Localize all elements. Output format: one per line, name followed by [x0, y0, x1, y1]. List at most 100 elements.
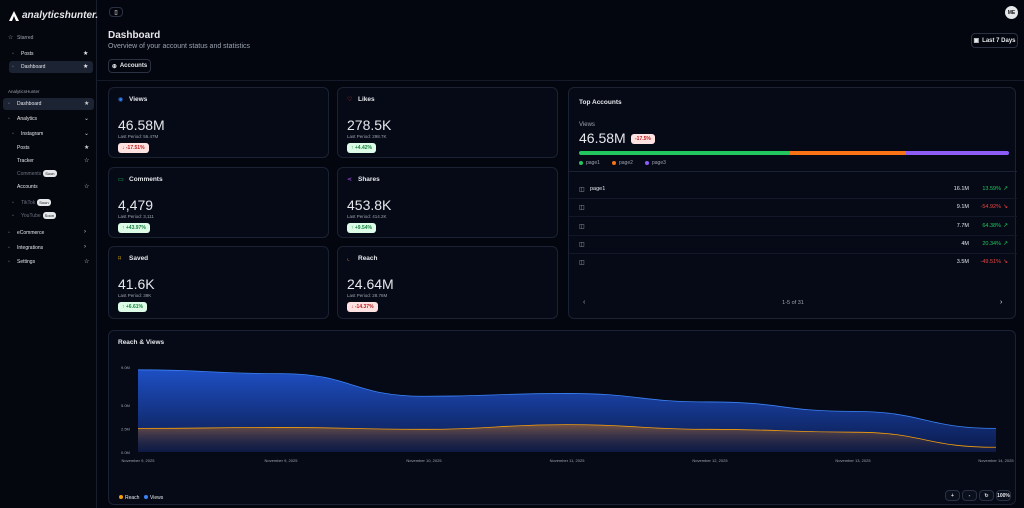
card-last: Last Period: 39K — [118, 293, 152, 298]
row-arrow: ↗ — [1003, 222, 1009, 229]
card-icon: ♡ — [347, 97, 353, 103]
change-text: +43.97% — [125, 225, 146, 231]
row-value: 3.5M — [956, 259, 969, 266]
row-icon: ◫ — [579, 205, 585, 212]
nav-item[interactable]: Integrations — [17, 245, 43, 251]
row-divider — [569, 198, 1017, 199]
row-arrow: ↗ — [1003, 240, 1009, 247]
row-value: 16.1M — [953, 186, 969, 192]
nav-item[interactable]: TikTok Soon — [21, 199, 51, 207]
legend-dot — [579, 161, 583, 165]
nav-item[interactable]: Instagram — [21, 131, 43, 137]
card-last: Last Period: 414.2K — [347, 214, 387, 219]
nav-item[interactable]: Tracker — [17, 158, 34, 164]
accounts-button[interactable]: ⊕ Accounts — [108, 59, 151, 73]
starred-item[interactable]: Dashboard — [21, 64, 46, 70]
zoom-reset[interactable]: ↻ — [979, 490, 994, 501]
accounts-label: Accounts — [119, 63, 148, 69]
zoom-out[interactable]: - — [962, 490, 977, 501]
range-label: Last 7 Days — [982, 37, 1016, 44]
row-change: 13.59% — [982, 186, 1001, 192]
nav-indicator: ☆ — [84, 259, 90, 265]
zoom-level[interactable]: 100% — [996, 490, 1011, 501]
nav-icon: ▫ — [8, 245, 10, 251]
nav-item[interactable]: Analytics — [17, 116, 37, 122]
line — [137, 369, 997, 429]
row-icon: ◫ — [579, 241, 585, 248]
row-change: 64.38% — [982, 222, 1001, 229]
stat-card: ⌑ Saved 41.6K Last Period: 39K ↑ +6.61% — [108, 246, 329, 319]
row-icon: ◫ — [579, 260, 585, 267]
nav-item[interactable]: eCommerce — [17, 230, 44, 236]
nav-indicator: ☆ — [84, 184, 90, 190]
top-metric: Views — [579, 122, 595, 128]
card-change: ↓ -14.37% — [347, 302, 378, 312]
nav-item[interactable]: Accounts — [17, 184, 38, 190]
nav-item[interactable]: Comments Soon — [17, 170, 57, 178]
nav-indicator: ★ — [84, 145, 90, 151]
card-icon: ⌑ — [118, 256, 122, 262]
nav-label: Dashboard — [17, 101, 42, 107]
nav-item[interactable]: Dashboard — [17, 101, 41, 107]
toggle-sidebar[interactable]: ▯ — [109, 7, 123, 17]
row-icon: ◫ — [579, 223, 585, 230]
starred-label: Starred — [17, 35, 34, 41]
next-page[interactable]: › — [1000, 299, 1003, 306]
x-tick-label: November 9, 2025 — [122, 458, 156, 463]
nav-item[interactable]: YouTube Soon — [21, 212, 56, 220]
chart: Reach & Views 0.0M 2.5M 5.0M 9.0M November 9… — [118, 339, 1014, 501]
nav-icon: ▫ — [12, 200, 14, 206]
y-tick-label: 5.0M — [121, 403, 130, 408]
card-last: Last Period: 28.76M — [347, 293, 388, 298]
row-value: 7.7M — [956, 222, 969, 229]
legend-label: Views — [150, 495, 164, 501]
nav-icon: ▫ — [12, 213, 14, 219]
nav-label: YouTube — [21, 213, 41, 219]
row-change: -49.51% — [980, 259, 1002, 266]
avatar[interactable]: ME — [1005, 6, 1018, 19]
card-title: Saved — [129, 255, 149, 262]
section-label: AnalyticsHunter — [8, 89, 40, 94]
change-text: +6.61% — [125, 304, 143, 310]
share-segment — [789, 151, 906, 155]
row-divider — [569, 216, 1017, 218]
starred-icon: ▫ — [12, 64, 14, 70]
star: ★ — [83, 51, 89, 57]
legend-label: page1 — [586, 160, 600, 166]
zoom-in[interactable]: + — [945, 490, 960, 501]
row-change: -54.92% — [980, 204, 1002, 211]
nav-indicator: ⌄ — [84, 116, 90, 122]
nav-indicator: ☆ — [84, 158, 90, 164]
card-change: ↑ +43.97% — [118, 223, 150, 233]
card-title: Reach — [358, 255, 378, 262]
starred-icon: ▫ — [12, 51, 14, 57]
change-text: +4.42% — [354, 145, 372, 151]
row-divider — [569, 252, 1017, 254]
prev-page[interactable]: ‹ — [583, 299, 586, 306]
nav-label: Settings — [17, 259, 36, 265]
badge: Soon — [37, 199, 51, 207]
top-accounts: Top Accounts Views 46.58M -17.5% ◫ page1 1… — [568, 87, 1017, 319]
chart-panel: Reach & Views 0.0M 2.5M 5.0M 9.0M November 9… — [108, 330, 1016, 505]
legend-dot — [119, 495, 123, 499]
x-tick-label: November 14, 2025 — [978, 458, 1014, 463]
card-icon: ⌞ — [347, 256, 350, 262]
nav-label: Comments — [17, 171, 42, 177]
nav-indicator: › — [84, 244, 86, 250]
starred-item[interactable]: Posts — [21, 51, 34, 57]
nav-label: eCommerce — [17, 230, 45, 236]
x-tick-label: November 11, 2025 — [550, 458, 586, 463]
y-tick-label: 0.0M — [121, 450, 130, 455]
nav-item[interactable]: Posts — [17, 145, 30, 151]
nav-item[interactable]: Settings — [17, 259, 35, 265]
card-value: 453.8K — [347, 197, 392, 213]
card-value: 278.5K — [347, 117, 392, 133]
nav-label: TikTok — [21, 200, 36, 206]
card-title: Views — [129, 96, 148, 103]
stat-card: ⌞ Reach 24.64M Last Period: 28.76M ↓ -14.37% — [337, 246, 558, 319]
badge: Soon — [43, 170, 57, 178]
nav-icon: ▫ — [8, 116, 10, 122]
top-title: Top Accounts — [579, 99, 622, 106]
range-button[interactable]: ▣ Last 7 Days — [971, 33, 1018, 48]
